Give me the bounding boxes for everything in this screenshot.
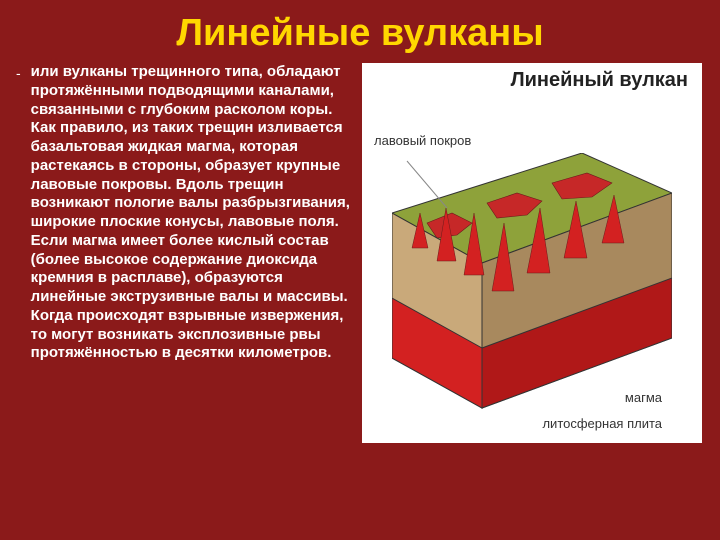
bullet-marker: - [16, 65, 21, 443]
label-lava-cover: лавовый покров [374, 133, 471, 148]
diagram-title: Линейный вулкан [511, 69, 688, 92]
label-lith-plate: литосферная плита [542, 416, 662, 431]
diagram-column: Линейный вулкан лавовый покров магма лит… [356, 63, 710, 443]
volcano-block [392, 153, 672, 413]
body-text: или вулканы трещинного типа, обладают пр… [31, 63, 356, 443]
volcano-svg [392, 153, 672, 413]
diagram-box: Линейный вулкан лавовый покров магма лит… [362, 63, 702, 443]
content-row: - или вулканы трещинного типа, обладают … [0, 63, 720, 443]
slide-title: Линейные вулканы [0, 0, 720, 63]
text-column: - или вулканы трещинного типа, обладают … [16, 63, 356, 443]
